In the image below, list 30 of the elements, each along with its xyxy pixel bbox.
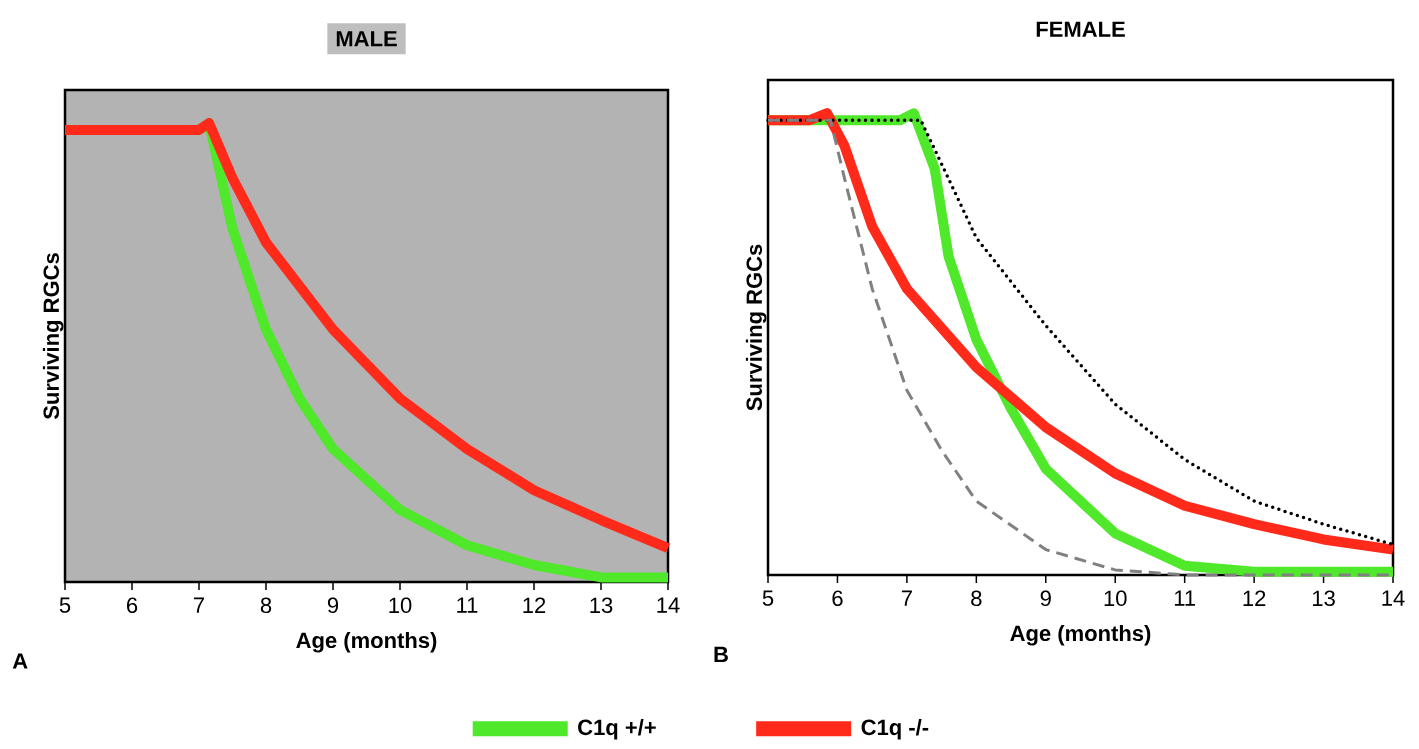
x-tick-label: 10	[389, 597, 412, 614]
chart-title: MALE	[336, 31, 397, 47]
x-tick-label: 8	[971, 590, 982, 607]
x-tick-label: 9	[327, 597, 339, 614]
x-tick-label: 11	[1174, 590, 1196, 606]
chart-title: FEMALE	[1036, 21, 1125, 37]
x-axis-title: Age (months)	[296, 631, 437, 653]
y-axis-title: Surviving RGCs	[42, 253, 64, 420]
x-tick-label: 10	[1104, 590, 1127, 607]
x-tick-label: 5	[762, 590, 774, 606]
text: B	[714, 646, 728, 663]
x-axis-title: Age (months)	[1010, 624, 1151, 646]
x-tick-label: 7	[194, 597, 205, 613]
x-tick-label: 14	[1382, 590, 1405, 606]
x-tick-label: 11	[457, 597, 478, 613]
legend-label: C1q -/-	[861, 719, 929, 740]
y-axis-title: Surviving RGCs	[745, 244, 767, 411]
x-tick-label: 8	[260, 597, 272, 614]
x-tick-label: 7	[901, 590, 912, 606]
x-tick-label: 5	[59, 597, 71, 613]
x-tick-label: 12	[523, 597, 546, 613]
x-tick-label: 12	[1243, 590, 1266, 606]
x-tick-label: 6	[832, 590, 843, 607]
x-tick-label: 13	[590, 597, 613, 614]
x-tick-label: 9	[1040, 590, 1051, 607]
text: A	[12, 653, 28, 669]
x-tick-label: 14	[657, 597, 680, 613]
x-tick-label: 6	[127, 597, 138, 614]
x-tick-label: 13	[1313, 590, 1335, 607]
legend-label: C1q +/+	[578, 719, 656, 740]
